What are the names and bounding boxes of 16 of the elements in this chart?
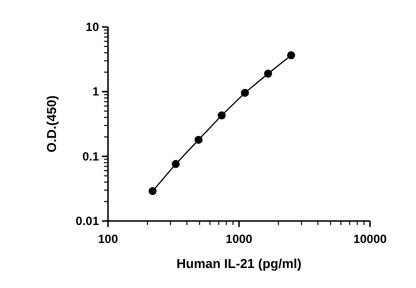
x-tick-label: 1000 [226, 232, 253, 246]
point [264, 70, 272, 78]
x-tick-label: 10000 [353, 232, 388, 246]
point [172, 160, 180, 168]
point [218, 111, 226, 120]
y-axis-title: O.D.(450) [44, 95, 59, 153]
point [240, 88, 249, 97]
y-tick-label: 1 [92, 84, 100, 99]
x-axis-title: Human IL-21 (pg/ml) [176, 256, 302, 271]
y-tick-label: 10 [86, 20, 100, 34]
x-tick-label: 100 [98, 232, 118, 246]
point [148, 187, 157, 196]
point [287, 51, 296, 60]
y-tick-label: 0.01 [76, 214, 100, 228]
y-tick-label: 0.1 [82, 149, 100, 164]
point [194, 136, 203, 144]
